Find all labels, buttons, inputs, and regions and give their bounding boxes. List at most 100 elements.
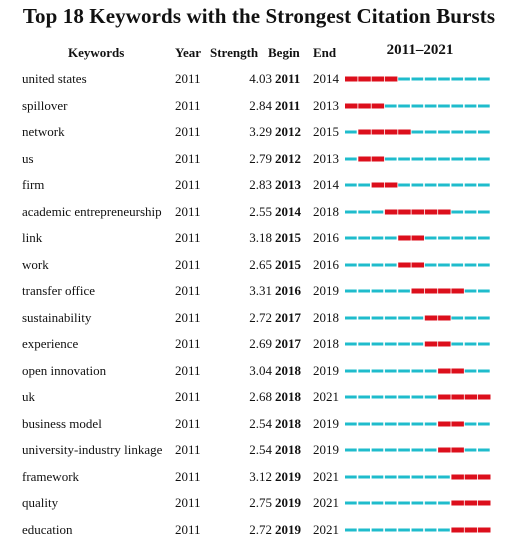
timeline-segment [345,501,357,505]
table-row: work 2011 2.65 2015 2016 [0,253,518,279]
timeline-segment [345,342,357,346]
year-cell: 2011 [175,230,201,245]
timeline-segment [478,289,490,293]
burst-segment [345,103,358,108]
table-row: united states 2011 4.03 2011 2014 [0,67,518,93]
burst-timeline [345,129,490,135]
timeline-segment [451,130,464,134]
keyword-cell: transfer office [22,283,96,298]
keyword-cell: uk [22,389,35,404]
timeline-segment [438,183,450,187]
end-cell: 2018 [313,309,339,325]
burst-segment [371,103,385,108]
timeline-segment [371,289,384,293]
year-cell: 2011 [175,256,201,272]
timeline-segment [384,369,397,372]
timeline-segment [438,104,450,107]
timeline-segment [384,236,397,240]
timeline-segment [371,501,384,505]
begin-cell: 2015 [275,256,301,272]
burst-segment [358,103,371,108]
timeline-segment [424,369,437,372]
keyword-cell: academic entrepreneurship [22,203,162,219]
keyword-cell: united states [22,71,87,86]
burst-timeline [345,527,491,532]
timeline-segment [451,236,464,240]
timeline-segment [424,263,437,266]
timeline-segment [358,528,370,531]
burst-segment [411,262,424,267]
burst-timeline [345,156,490,161]
keyword-cell: business model [22,415,102,431]
keyword-cell: framework [22,468,80,484]
timeline-segment [358,289,370,293]
timeline-segment [398,289,410,293]
year-cell: 2011 [175,283,201,298]
timeline-segment [358,448,370,452]
timeline-segment [384,501,397,505]
keyword-cell: link [22,230,43,245]
timeline-segment [451,210,464,213]
year-cell: 2011 [175,203,201,219]
end-cell: 2019 [313,442,339,457]
timeline-segment [451,77,464,81]
burst-timeline [345,209,490,214]
timeline-segment [411,395,424,399]
timeline-segment [371,395,384,399]
timeline-segment [371,342,384,346]
timeline-segment [411,316,424,319]
burst-segment [384,209,398,214]
burst-timeline [345,421,490,426]
timeline-segment [424,422,437,425]
timeline-segment [384,528,397,531]
burst-timeline [345,103,490,108]
timeline-segment [464,289,477,293]
strength-cell: 3.04 [249,362,272,378]
year-cell: 2011 [175,362,201,378]
burst-segment [371,156,385,161]
timeline-segment [345,157,357,160]
timeline-segment [371,210,384,213]
timeline-segment [478,342,490,346]
timeline-segment [398,528,410,531]
timeline-segment [464,104,477,107]
timeline-segment [464,316,477,319]
timeline-segment [464,130,477,134]
strength-cell: 2.54 [249,415,272,431]
year-cell: 2011 [175,442,201,457]
end-cell: 2019 [313,415,339,431]
begin-cell: 2018 [275,362,301,378]
begin-cell: 2018 [275,389,301,404]
keyword-cell: experience [22,336,79,351]
table-row: firm 2011 2.83 2013 2014 [0,173,518,199]
table-row: network 2011 3.29 2012 2015 [0,120,518,146]
burst-segment [438,341,451,347]
burst-segment [464,394,478,400]
strength-cell: 2.69 [249,336,272,351]
burst-timeline [345,394,491,400]
timeline-segment [398,183,410,187]
timeline-segment [478,104,490,107]
burst-timeline [345,76,490,82]
burst-segment [411,209,424,214]
timeline-segment [384,104,397,107]
keyword-cell: spillover [22,97,68,113]
burst-segment [451,447,464,453]
burst-segment [451,368,464,373]
burst-segment [451,394,464,400]
timeline-segment [371,528,384,531]
burst-segment [451,288,464,294]
keyword-cell: quality [22,495,59,510]
burst-segment [438,421,451,426]
timeline-segment [398,157,410,160]
timeline-segment [398,475,410,478]
table-row: sustainability 2011 2.72 2017 2018 [0,306,518,332]
year-cell: 2011 [175,177,201,192]
timeline-segment [398,501,410,505]
timeline-segment [411,342,424,346]
year-cell: 2011 [175,468,201,484]
strength-cell: 2.83 [249,177,272,192]
begin-cell: 2012 [275,150,301,166]
burst-segment [384,129,398,135]
burst-segment [438,447,451,453]
